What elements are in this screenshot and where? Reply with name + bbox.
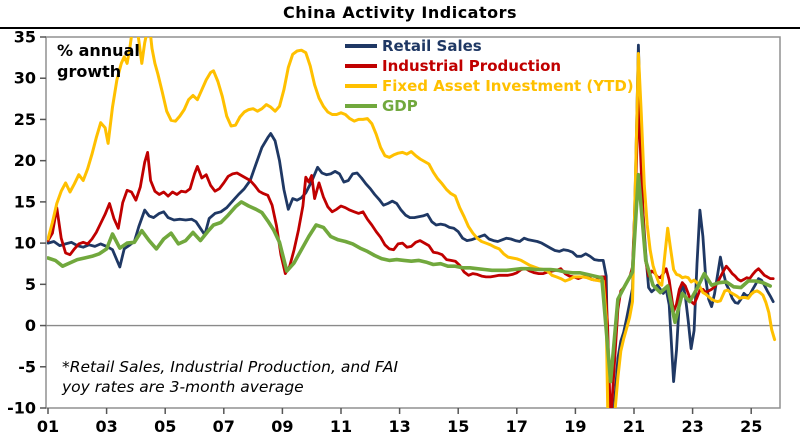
y-axis-unit-label: % annual growth xyxy=(57,41,140,81)
x-tick-label: 21 xyxy=(623,417,645,436)
chart-footnote: *Retail Sales, Industrial Production, an… xyxy=(62,358,399,396)
y-tick-label: 15 xyxy=(14,192,36,211)
x-tick-label: 19 xyxy=(564,417,586,436)
y-tick-label: 35 xyxy=(14,28,36,47)
legend-label: Retail Sales xyxy=(382,37,482,55)
legend-item-gdp: GDP xyxy=(345,96,634,116)
x-tick-label: 17 xyxy=(506,417,528,436)
x-tick-label: 11 xyxy=(330,417,352,436)
legend-line-swatch xyxy=(345,44,377,48)
legend-item-industrial-production: Industrial Production xyxy=(345,56,634,76)
y-tick-label: 0 xyxy=(25,316,36,335)
y-tick-label: 20 xyxy=(14,151,36,170)
y-tick-label: 10 xyxy=(14,234,36,253)
legend-line-swatch xyxy=(345,64,377,68)
series-line-gdp xyxy=(47,172,773,384)
x-tick-label: 09 xyxy=(271,417,293,436)
series-lines xyxy=(47,37,777,408)
x-tick-label: 07 xyxy=(213,417,235,436)
legend-label: Fixed Asset Investment (YTD) xyxy=(382,77,634,95)
x-tick-label: 25 xyxy=(740,417,762,436)
legend-line-swatch xyxy=(345,104,377,108)
y-tick-label: 5 xyxy=(25,275,36,294)
legend-item-retail-sales: Retail Sales xyxy=(345,36,634,56)
chart-legend: Retail Sales Industrial Production Fixed A… xyxy=(345,36,634,116)
legend-line-swatch xyxy=(345,84,377,88)
legend-label: GDP xyxy=(382,97,418,115)
y-tick-label: 30 xyxy=(14,69,36,88)
y-tick-label: -5 xyxy=(18,357,36,376)
x-tick-label: 05 xyxy=(154,417,176,436)
y-axis: 35 30 25 20 15 10 5 0 -5 -10 xyxy=(7,28,46,418)
series-line-industrial-production xyxy=(47,96,775,408)
x-tick-label: 03 xyxy=(95,417,117,436)
chart-title: China Activity Indicators xyxy=(282,3,518,22)
series-line-fixed-asset-investment-ytd- xyxy=(47,37,777,408)
x-tick-label: 15 xyxy=(447,417,469,436)
x-axis: 01 03 05 07 09 11 13 15 17 19 21 23 25 xyxy=(37,408,762,436)
title-underline xyxy=(0,27,800,29)
x-tick-label: 13 xyxy=(388,417,410,436)
legend-item-fixed-asset-investment-ytd-: Fixed Asset Investment (YTD) xyxy=(345,76,634,96)
x-tick-label: 23 xyxy=(681,417,703,436)
y-tick-label: -10 xyxy=(7,399,36,418)
legend-label: Industrial Production xyxy=(382,57,562,75)
y-tick-label: 25 xyxy=(14,110,36,129)
x-tick-label: 01 xyxy=(37,417,59,436)
plot-frame xyxy=(45,36,781,409)
